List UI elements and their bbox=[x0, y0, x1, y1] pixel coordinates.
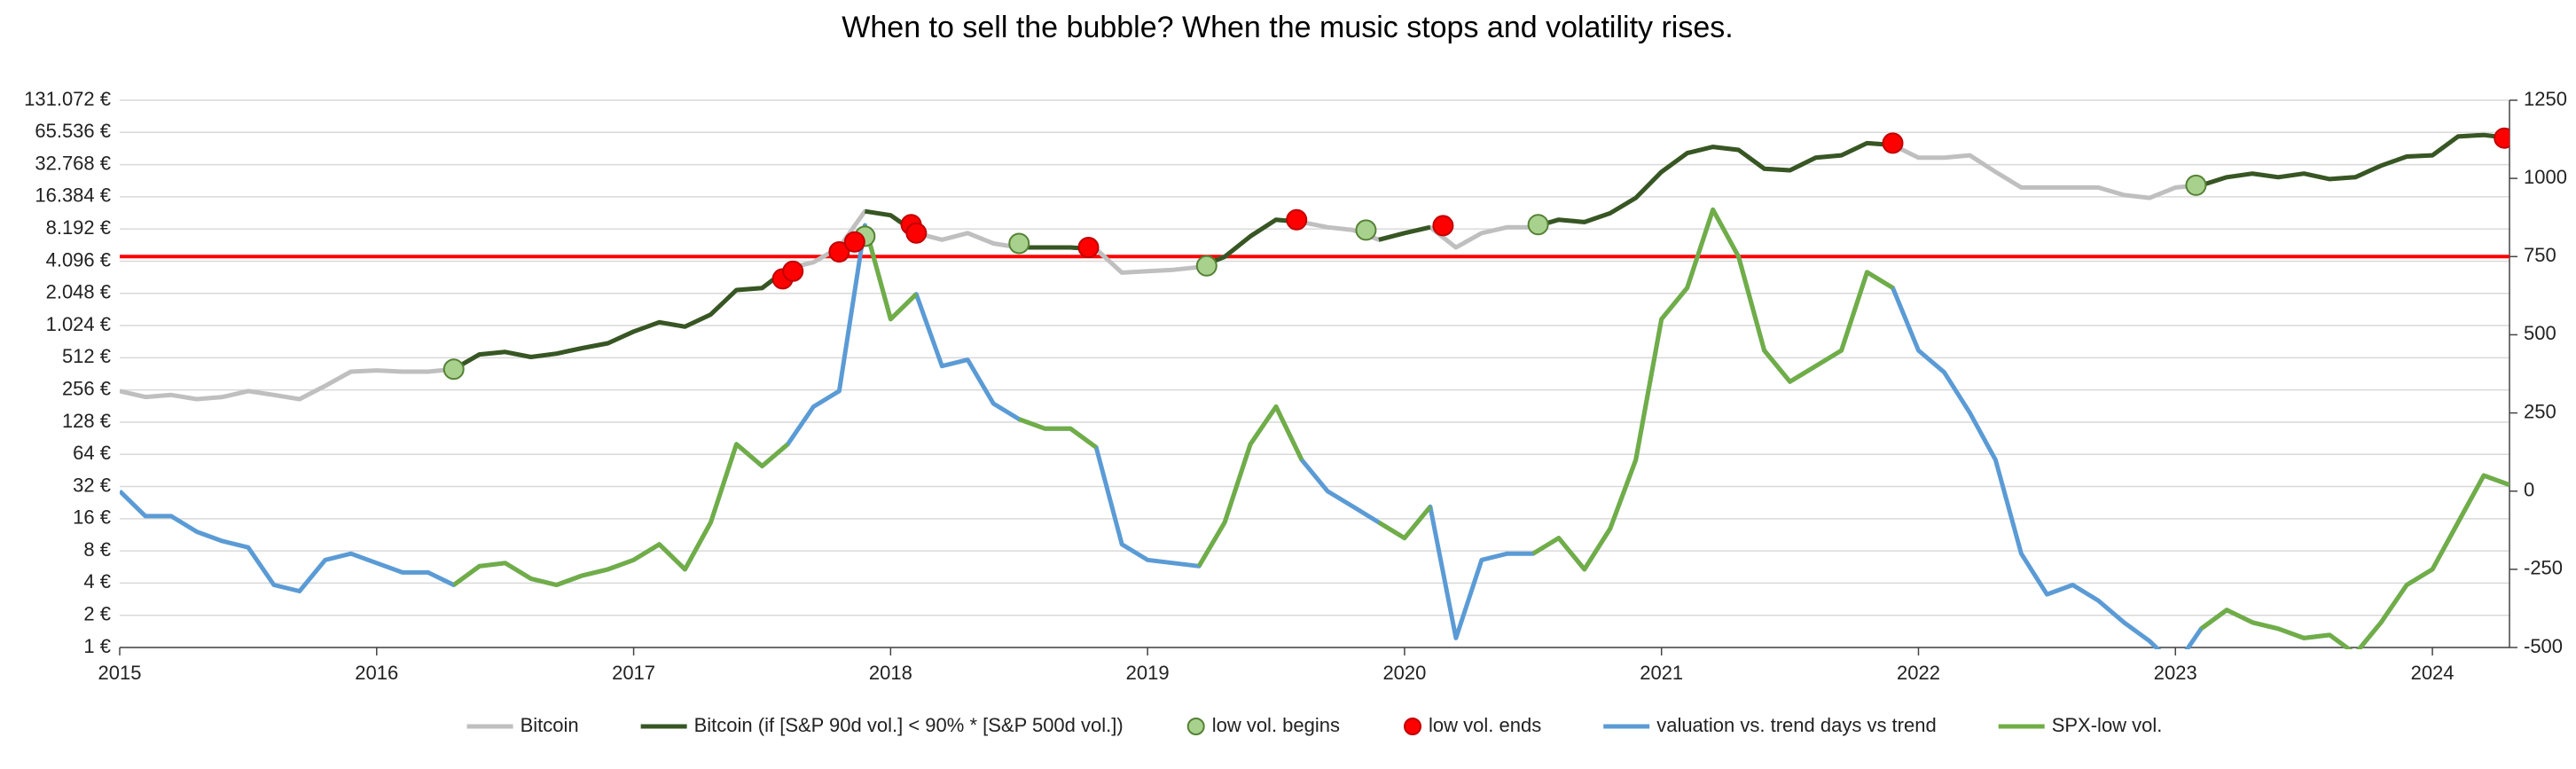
y-tick-label: 8 € bbox=[83, 538, 111, 561]
marker bbox=[1432, 215, 1454, 237]
y2-tick-label: 250 bbox=[2524, 400, 2556, 422]
legend-swatch bbox=[1404, 718, 1422, 735]
marker bbox=[1355, 219, 1377, 241]
legend-label: Bitcoin bbox=[521, 714, 579, 736]
y-tick-label: 2 € bbox=[83, 603, 111, 625]
y-tick-label: 1.024 € bbox=[46, 313, 111, 335]
legend-label: low vol. begins bbox=[1212, 714, 1340, 736]
legend: Bitcoin Bitcoin (if [S&P 90d vol.] < 90% … bbox=[466, 714, 2163, 736]
y-tick-label: 64 € bbox=[73, 442, 111, 464]
marker bbox=[843, 231, 865, 253]
marker bbox=[2185, 174, 2207, 196]
marker bbox=[1527, 214, 1549, 236]
y-tick-label: 512 € bbox=[62, 345, 111, 367]
x-tick-label: 2023 bbox=[2154, 662, 2197, 684]
legend-label: SPX-low vol. bbox=[2052, 714, 2163, 736]
y-tick-label: 16.384 € bbox=[35, 184, 111, 207]
marker bbox=[1286, 208, 1308, 231]
y-tick-label: 32.768 € bbox=[35, 152, 111, 174]
y2-tick-label: 500 bbox=[2524, 322, 2556, 344]
x-tick-label: 2022 bbox=[1897, 662, 1940, 684]
y-tick-label: 8.192 € bbox=[46, 216, 111, 239]
chart-title: When to sell the bubble? When the music … bbox=[842, 11, 1733, 44]
y2-tick-label: 750 bbox=[2524, 244, 2556, 266]
y2-tick-label: 1250 bbox=[2524, 88, 2567, 110]
x-tick-label: 2016 bbox=[355, 662, 398, 684]
plot-area bbox=[120, 127, 2509, 649]
y-tick-label: 128 € bbox=[62, 410, 111, 432]
y2-tick-label: 0 bbox=[2524, 479, 2534, 501]
x-tick-label: 2019 bbox=[1126, 662, 1170, 684]
y2-tick-label: 1000 bbox=[2524, 166, 2567, 188]
marker bbox=[1077, 237, 1100, 259]
y-tick-label: 131.072 € bbox=[24, 88, 111, 110]
marker bbox=[1008, 232, 1030, 255]
y-tick-label: 4.096 € bbox=[46, 248, 111, 271]
series-line bbox=[120, 132, 2509, 402]
y-tick-label: 16 € bbox=[73, 506, 111, 529]
series-line bbox=[452, 207, 2509, 649]
series-line bbox=[120, 207, 2509, 649]
x-tick-label: 2017 bbox=[612, 662, 655, 684]
series-line bbox=[452, 132, 2509, 372]
y2-tick-label: -500 bbox=[2524, 635, 2563, 657]
marker bbox=[1195, 255, 1218, 277]
x-tick-label: 2021 bbox=[1640, 662, 1683, 684]
marker bbox=[828, 241, 850, 263]
y-tick-label: 4 € bbox=[83, 570, 111, 592]
legend-label: Bitcoin (if [S&P 90d vol.] < 90% * [S&P … bbox=[694, 714, 1124, 736]
marker bbox=[2494, 127, 2509, 149]
legend-label: valuation vs. trend days vs trend bbox=[1656, 714, 1937, 736]
marker bbox=[442, 358, 465, 381]
y-tick-label: 256 € bbox=[62, 377, 111, 399]
y-tick-label: 1 € bbox=[83, 635, 111, 657]
legend-swatch bbox=[1186, 718, 1205, 735]
x-tick-label: 2020 bbox=[1382, 662, 1426, 684]
y2-tick-label: -250 bbox=[2524, 557, 2563, 579]
marker bbox=[1882, 132, 1904, 154]
y-tick-label: 32 € bbox=[73, 474, 111, 496]
y-tick-label: 2.048 € bbox=[46, 281, 111, 303]
y-tick-label: 65.536 € bbox=[35, 120, 111, 142]
x-tick-label: 2018 bbox=[869, 662, 912, 684]
legend-label: low vol. ends bbox=[1429, 714, 1541, 736]
marker bbox=[905, 222, 928, 244]
x-tick-label: 2015 bbox=[98, 662, 142, 684]
marker bbox=[782, 260, 804, 282]
x-tick-label: 2024 bbox=[2411, 662, 2455, 684]
